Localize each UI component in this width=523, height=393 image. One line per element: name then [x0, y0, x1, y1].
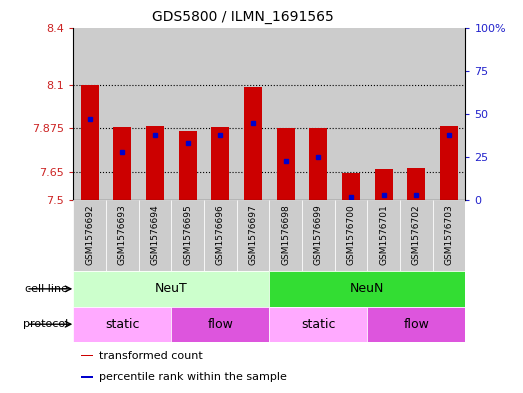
Bar [440, 127, 458, 200]
Bar [269, 271, 465, 307]
Bar [269, 307, 367, 342]
Text: GSM1576694: GSM1576694 [151, 204, 160, 264]
Bar [146, 127, 164, 200]
Bar [244, 87, 262, 200]
Text: GSM1576692: GSM1576692 [85, 204, 94, 264]
Bar [73, 200, 106, 271]
Text: flow: flow [208, 318, 233, 331]
Bar [400, 28, 433, 200]
Bar [367, 307, 465, 342]
Bar [73, 28, 106, 200]
Bar [172, 28, 204, 200]
Text: GSM1576695: GSM1576695 [183, 204, 192, 265]
Bar [81, 85, 98, 200]
Bar [342, 173, 360, 200]
Bar [277, 129, 294, 200]
Text: flow: flow [404, 318, 429, 331]
Text: GDS5800 / ILMN_1691565: GDS5800 / ILMN_1691565 [152, 9, 334, 24]
Text: GSM1576697: GSM1576697 [248, 204, 257, 265]
Bar [367, 28, 400, 200]
Bar [335, 200, 367, 271]
Text: GSM1576693: GSM1576693 [118, 204, 127, 265]
Bar [367, 200, 400, 271]
Bar [400, 200, 433, 271]
Bar [375, 169, 393, 200]
Bar [106, 28, 139, 200]
Bar [269, 200, 302, 271]
Text: protocol: protocol [22, 319, 68, 329]
Bar [139, 200, 172, 271]
Text: GSM1576702: GSM1576702 [412, 204, 421, 264]
Text: GSM1576699: GSM1576699 [314, 204, 323, 265]
Text: GSM1576696: GSM1576696 [216, 204, 225, 265]
Text: GSM1576700: GSM1576700 [347, 204, 356, 265]
Bar [139, 28, 172, 200]
Bar [302, 200, 335, 271]
Text: percentile rank within the sample: percentile rank within the sample [99, 372, 287, 382]
Bar [433, 28, 465, 200]
Bar [106, 200, 139, 271]
Bar [179, 131, 197, 200]
Text: NeuN: NeuN [350, 282, 384, 296]
Bar [204, 28, 236, 200]
Bar [310, 128, 327, 200]
Text: static: static [301, 318, 336, 331]
Text: GSM1576698: GSM1576698 [281, 204, 290, 265]
Bar [81, 355, 93, 356]
Bar [172, 307, 269, 342]
Bar [236, 28, 269, 200]
Text: GSM1576703: GSM1576703 [445, 204, 453, 265]
Text: GSM1576701: GSM1576701 [379, 204, 388, 265]
Bar [302, 28, 335, 200]
Bar [172, 200, 204, 271]
Bar [73, 271, 269, 307]
Bar [433, 200, 465, 271]
Bar [335, 28, 367, 200]
Bar [113, 127, 131, 200]
Bar [269, 28, 302, 200]
Bar [236, 200, 269, 271]
Text: static: static [105, 318, 140, 331]
Bar [204, 200, 236, 271]
Bar [211, 127, 229, 200]
Bar [73, 307, 172, 342]
Text: transformed count: transformed count [99, 351, 202, 361]
Text: NeuT: NeuT [155, 282, 188, 296]
Text: cell line: cell line [25, 284, 68, 294]
Bar [81, 376, 93, 378]
Bar [407, 168, 425, 200]
